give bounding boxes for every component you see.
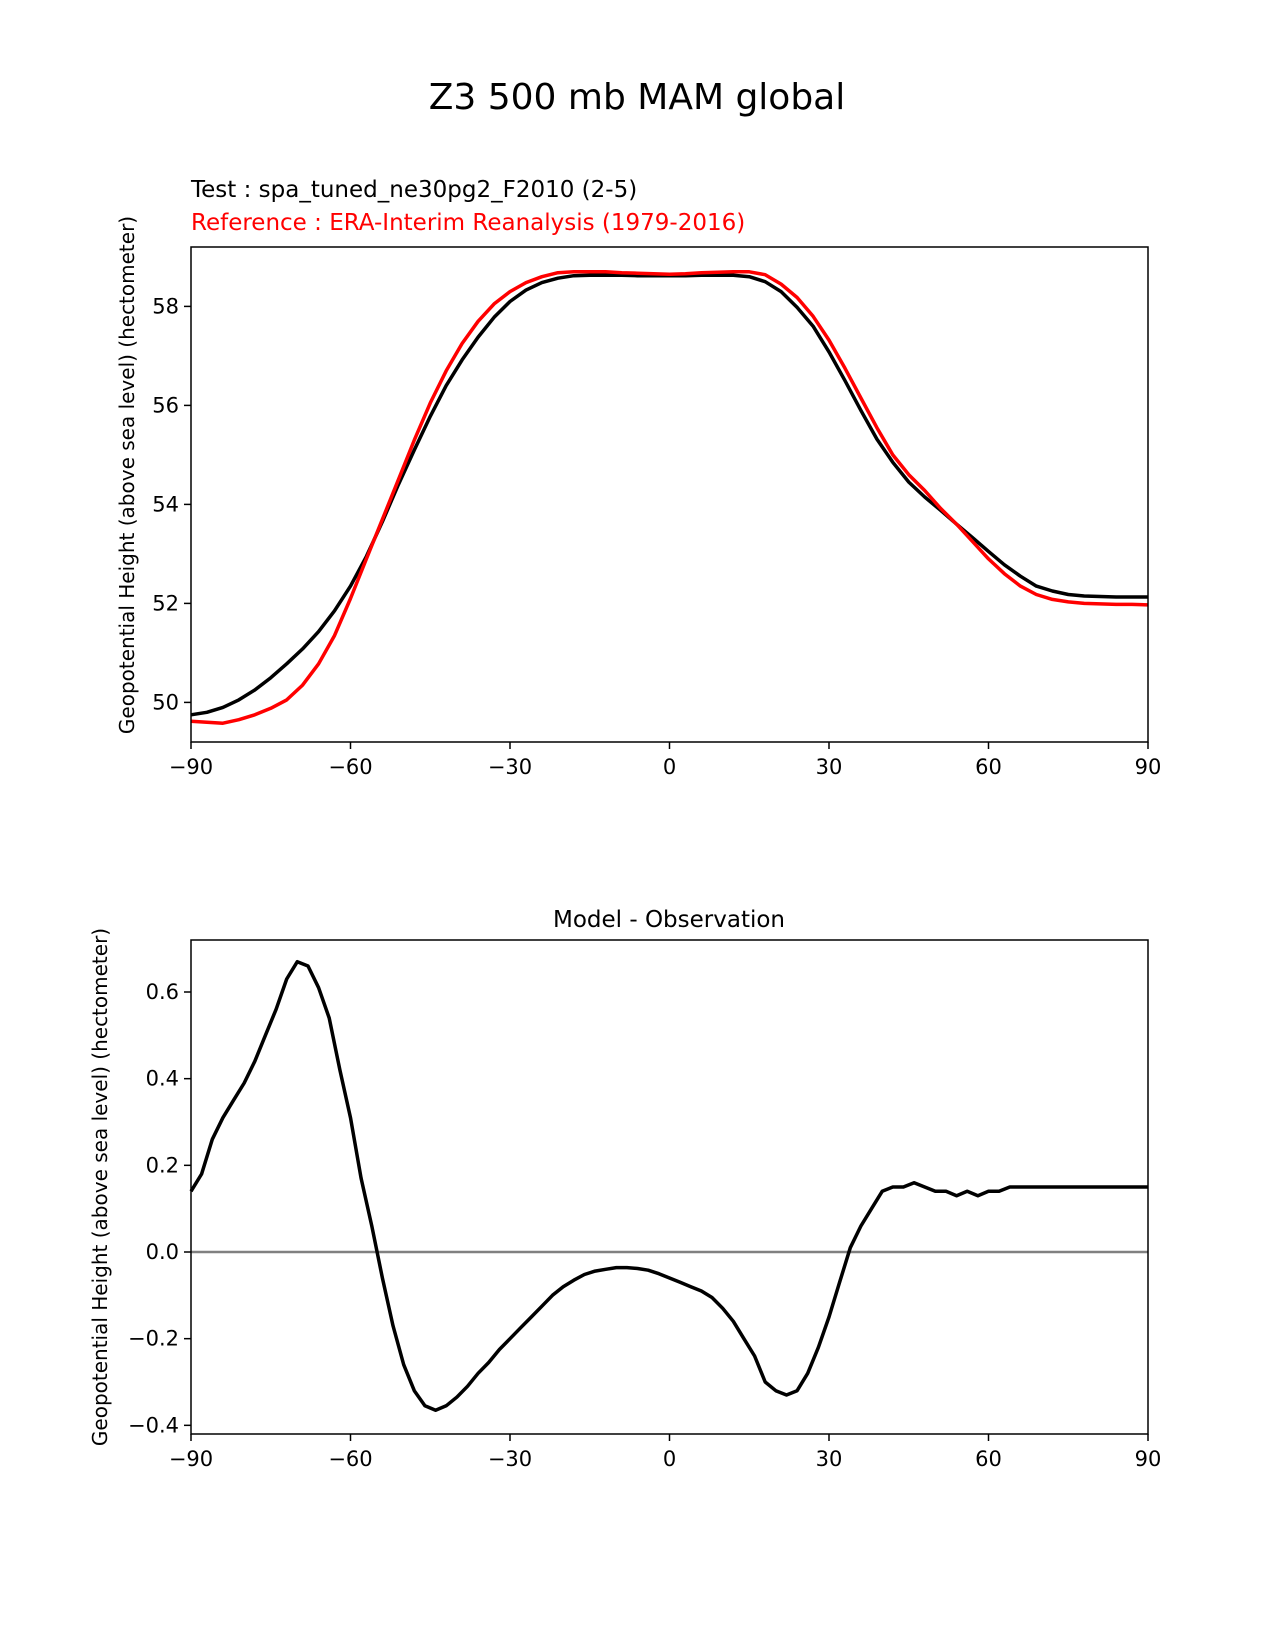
y-tick-label: 58 xyxy=(152,294,179,318)
test-series-line xyxy=(190,273,1148,717)
x-tick-label: −60 xyxy=(328,1447,372,1471)
bottom-y-axis-label: Geopotential Height (above sea level) (h… xyxy=(88,928,112,1446)
difference-series-line xyxy=(189,959,1148,1412)
x-tick-label: 0 xyxy=(663,755,676,779)
bottom-panel: Model - Observation Geopotential Height … xyxy=(88,907,1161,1471)
y-tick-label: 0.6 xyxy=(146,980,179,1004)
y-tick-label: 0.0 xyxy=(146,1240,179,1264)
x-tick-label: −30 xyxy=(488,1447,532,1471)
x-tick-label: 60 xyxy=(975,755,1002,779)
top-y-axis-label: Geopotential Height (above sea level) (h… xyxy=(115,216,139,734)
y-tick-label: 52 xyxy=(152,591,179,615)
x-tick-label: −30 xyxy=(488,755,532,779)
top-axis-ticks: −90 −60 −30 0 30 60 90 50 52 54 56 58 xyxy=(152,294,1161,779)
x-tick-label: 30 xyxy=(816,755,843,779)
y-tick-label: −0.4 xyxy=(128,1413,179,1437)
reference-title: Reference : ERA-Interim Reanalysis (1979… xyxy=(191,210,745,236)
test-title: Test : spa_tuned_ne30pg2_F2010 (2-5) xyxy=(190,177,637,203)
y-tick-label: 0.2 xyxy=(146,1153,179,1177)
bottom-axis-ticks: −90 −60 −30 0 30 60 90 −0.4 −0.2 0.0 0.2 0.4 0.6 xyxy=(128,980,1161,1471)
x-tick-label: 0 xyxy=(663,1447,676,1471)
bottom-plot-lines xyxy=(189,959,1148,1412)
top-axes-frame xyxy=(190,246,1149,743)
x-tick-label: 90 xyxy=(1135,755,1162,779)
x-tick-label: 30 xyxy=(816,1447,843,1471)
y-tick-label: 56 xyxy=(152,393,179,417)
difference-title: Model - Observation xyxy=(553,907,785,933)
bottom-axes-frame xyxy=(190,939,1149,1435)
x-tick-label: 60 xyxy=(975,1447,1002,1471)
x-tick-label: −90 xyxy=(169,755,213,779)
y-tick-label: 54 xyxy=(152,492,179,516)
y-tick-label: −0.2 xyxy=(128,1327,179,1351)
x-tick-label: −60 xyxy=(328,755,372,779)
figure-suptitle: Z3 500 mb MAM global xyxy=(429,77,846,118)
y-tick-label: 50 xyxy=(152,690,179,714)
reference-series-line xyxy=(190,270,1149,725)
top-panel: Test : spa_tuned_ne30pg2_F2010 (2-5) Ref… xyxy=(115,177,1161,779)
top-plot-lines xyxy=(190,270,1149,725)
y-tick-label: 0.4 xyxy=(146,1067,179,1091)
x-tick-label: 90 xyxy=(1135,1447,1162,1471)
x-tick-label: −90 xyxy=(169,1447,213,1471)
